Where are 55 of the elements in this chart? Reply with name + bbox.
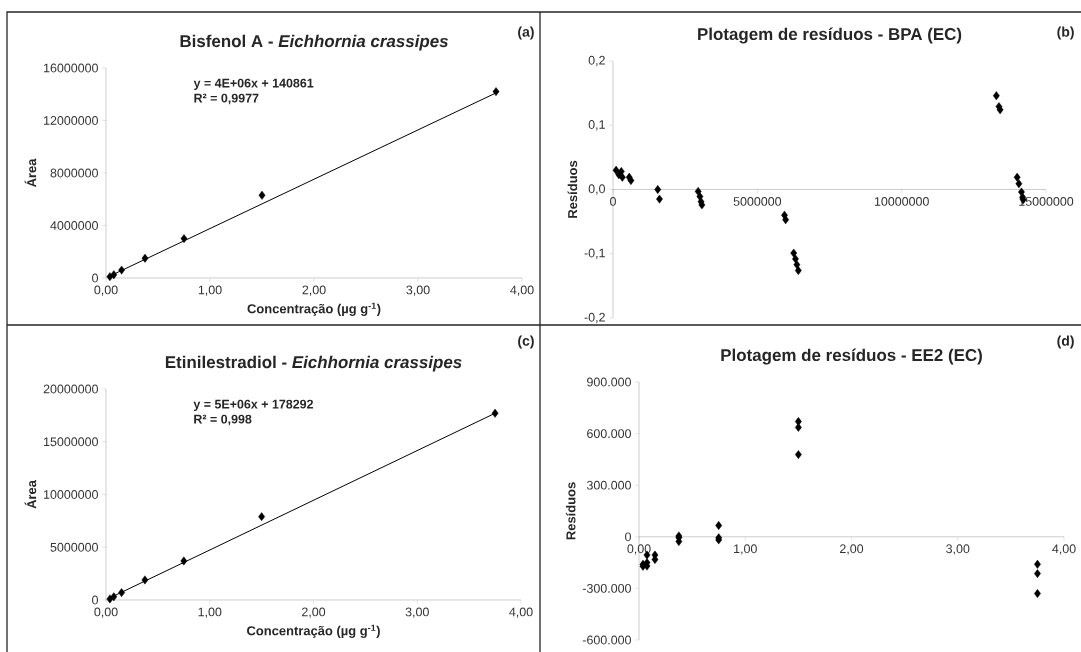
y-axis-title: Área	[24, 480, 37, 509]
x-tick-label: 1,00	[198, 285, 222, 296]
x-tick-label: 4,00	[509, 607, 533, 618]
y-tick-label: 0	[92, 595, 98, 605]
y-tick-label: -0,1	[584, 248, 605, 259]
text: (d)	[1057, 335, 1074, 349]
x-tick-label: 0,00	[94, 285, 118, 296]
text: (c)	[518, 335, 534, 349]
x-tick-label: 3,00	[406, 285, 430, 296]
y-tick-label: 300.000	[586, 480, 631, 490]
x-tick-label: 0,00	[627, 544, 651, 555]
x-tick-label: 2,00	[840, 544, 864, 555]
x-tick-label: 10000000	[874, 197, 929, 206]
y-tick-label: 0,1	[588, 120, 605, 131]
annotation: R² = 0,9977	[194, 93, 259, 105]
chart-title: Bisfenol A - Eichhornia crassipes	[180, 34, 449, 51]
chart-title: Etinilestradiol - Eichhornia crassipes	[165, 355, 462, 372]
x-tick-label: 3,00	[946, 544, 970, 555]
x-tick-label: 1,00	[734, 544, 757, 555]
chart-title: Plotagem de resíduos - BPA (EC)	[698, 27, 962, 44]
annotation: y = 5E+06x + 178292	[193, 399, 313, 412]
x-tick-label: 2,00	[302, 607, 326, 618]
x-tick-label: 5000000	[733, 197, 782, 206]
y-axis-title: Área	[24, 158, 37, 188]
y-tick-label: 12000000	[44, 116, 98, 125]
y-tick-label: 900.000	[587, 377, 631, 387]
y-tick-label: 8000000	[50, 168, 98, 178]
y-tick-label: 16000000	[44, 63, 98, 73]
text: (a)	[518, 26, 534, 40]
x-tick-label: 4,00	[1052, 544, 1076, 555]
x-tick-label: 1,00	[198, 607, 222, 618]
chart-title: Plotagem de resíduos - EE2 (EC)	[721, 348, 982, 365]
x-axis-title: Concentração (µg g$^{-1}$)	[247, 624, 380, 638]
y-tick-label: -600.000	[582, 635, 631, 645]
x-tick-label: 3,00	[405, 607, 429, 618]
x-axis-title: Concentração (µg g$^{-1}$)	[247, 302, 381, 316]
x-tick-label: 2,00	[302, 285, 326, 296]
annotation: y = 4E+06x + 140861	[193, 78, 314, 90]
y-axis-title: Resíduos	[565, 482, 576, 540]
y-tick-label: 0	[92, 273, 98, 283]
y-tick-label: 600.000	[587, 429, 631, 438]
y-tick-label: -300.000	[582, 583, 631, 593]
x-tick-label: 0,00	[94, 607, 118, 618]
y-tick-label: 0,0	[588, 184, 605, 195]
y-axis-title: Resíduos	[567, 160, 578, 218]
y-tick-label: 10000000	[44, 490, 98, 499]
annotation: R² = 0,998	[194, 414, 252, 426]
y-tick-label: -0,2	[584, 312, 605, 324]
x-tick-label: 4,00	[510, 285, 534, 296]
y-tick-label: 0,2	[588, 55, 605, 67]
y-tick-label: 15000000	[44, 437, 98, 447]
text: (b)	[1057, 26, 1074, 40]
y-tick-label: 4000000	[50, 221, 98, 230]
y-tick-label: 20000000	[43, 384, 98, 394]
y-tick-label: 0	[625, 532, 631, 542]
